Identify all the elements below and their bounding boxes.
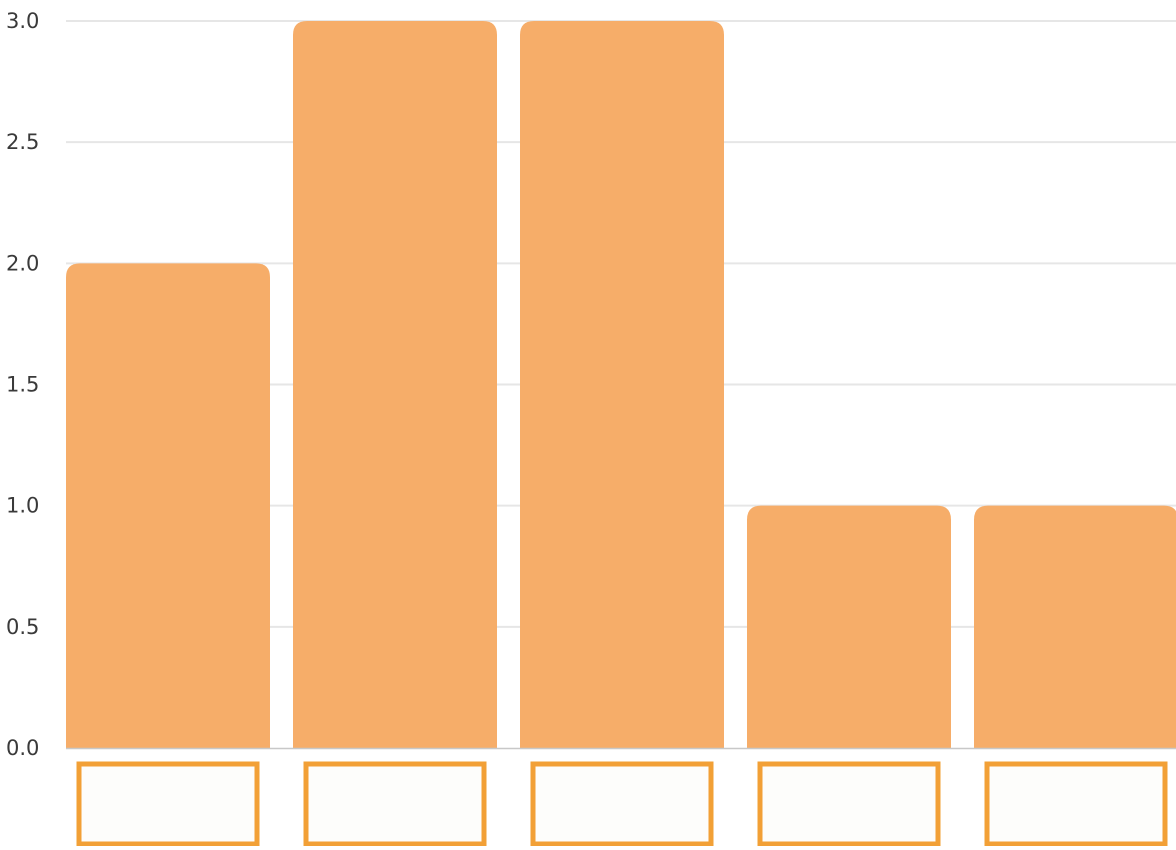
category-box-outline — [76, 761, 260, 847]
category-label-box-4 — [757, 761, 941, 847]
bar-1 — [66, 263, 270, 748]
category-label-box-2 — [303, 761, 487, 847]
y-tick-label: 2.0 — [6, 251, 39, 275]
category-box-outline — [530, 761, 714, 847]
y-tick-label: 0.5 — [6, 615, 39, 639]
bar-3 — [520, 21, 724, 748]
bar-2 — [293, 21, 497, 748]
y-tick-label: 1.5 — [6, 373, 39, 397]
category-labels — [76, 761, 1168, 847]
y-tick-label: 1.0 — [6, 494, 39, 518]
category-box-outline — [757, 761, 941, 847]
bar-5 — [974, 505, 1176, 748]
y-tick-label: 2.5 — [6, 130, 39, 154]
y-axis-ticks: 0.0 0.5 1.0 1.5 2.0 2.5 3.0 — [6, 9, 39, 760]
y-tick-label: 0.0 — [6, 736, 39, 760]
bar-4 — [747, 505, 951, 748]
category-label-box-3 — [530, 761, 714, 847]
category-box-outline — [984, 761, 1168, 847]
category-box-outline — [303, 761, 487, 847]
category-label-box-5 — [984, 761, 1168, 847]
category-label-box-1 — [76, 761, 260, 847]
y-tick-label: 3.0 — [6, 9, 39, 33]
bars — [66, 21, 1176, 748]
